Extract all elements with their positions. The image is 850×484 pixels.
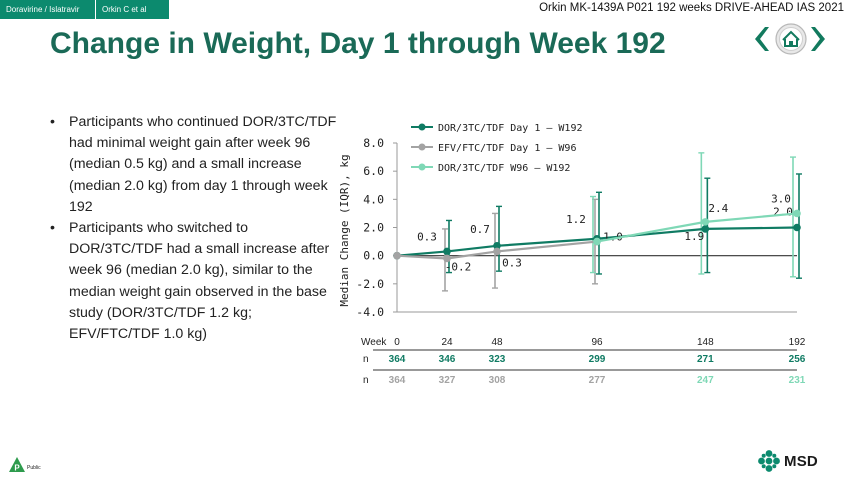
data-point [701, 218, 710, 226]
data-point [443, 247, 451, 256]
public-classification-icon: P [9, 457, 25, 473]
n-value: 247 [697, 375, 714, 386]
home-icon[interactable] [775, 23, 807, 55]
n-value: 327 [439, 375, 456, 386]
data-point [493, 247, 501, 256]
data-label: 1.9 [684, 230, 704, 243]
data-label: 2.0 [773, 206, 793, 219]
brand-name: MSD [784, 453, 818, 470]
n-value: 364 [389, 375, 406, 386]
legend-entry: DOR/3TC/TDF Day 1 – W192 [438, 123, 583, 134]
n-row-label: n [363, 354, 369, 365]
breadcrumb-author[interactable]: Orkin C et al [95, 0, 169, 19]
y-tick-label: 4.0 [363, 192, 384, 206]
y-axis-label: Median Change (IQR), kg [338, 154, 351, 306]
bullet-continued: Participants who continued DOR/3TC/TDF h… [50, 112, 340, 218]
data-point [793, 209, 801, 218]
legend-entry: DOR/3TC/TDF W96 – W192 [438, 163, 570, 174]
weight-change-chart: 8.0 6.0 4.0 2.0 0.0 -2.0 -4.0 Median Change (IQ… [338, 123, 806, 386]
week-row-label: Week [361, 337, 387, 348]
n-value: 364 [389, 354, 406, 365]
data-point [793, 223, 801, 232]
msd-emblem-icon [758, 450, 780, 472]
data-label: 2.4 [708, 202, 728, 215]
y-tick-label: -2.0 [356, 277, 384, 291]
y-tick-label: 0.0 [363, 249, 384, 263]
y-tick-label: 6.0 [363, 164, 384, 178]
x-tick-label: 0 [394, 337, 400, 348]
data-label: 3.0 [771, 192, 791, 205]
x-tick-label: 192 [789, 337, 806, 348]
x-tick-label: 96 [591, 337, 603, 348]
n-value: 299 [589, 354, 606, 365]
n-value: 231 [789, 375, 806, 386]
session-title: Orkin MK-1439A P021 192 weeks DRIVE-AHEA… [539, 2, 844, 14]
legend-swatch-marker [418, 143, 426, 151]
next-arrow-icon[interactable] [811, 27, 825, 51]
data-label: 1.2 [566, 213, 586, 226]
n-value: 323 [489, 354, 506, 365]
x-tick-label: 48 [491, 337, 503, 348]
page-title: Change in Weight, Day 1 through Week 192 [50, 27, 666, 60]
n-value: 277 [589, 375, 606, 386]
n-row-label: n [363, 375, 369, 386]
y-tick-label: 2.0 [363, 221, 384, 235]
x-tick-label: 148 [697, 337, 714, 348]
series-line [396, 240, 598, 260]
breadcrumb: Doravirine / Islatravir Orkin C et al [0, 0, 169, 19]
slide-navigation [755, 23, 825, 55]
x-tick-label: 24 [441, 337, 453, 348]
legend-entry: EFV/FTC/TDF Day 1 – W96 [438, 143, 576, 154]
n-value: 346 [439, 354, 456, 365]
previous-arrow-icon[interactable] [755, 27, 769, 51]
data-label: 0.3 [417, 230, 437, 243]
public-label: Public [27, 465, 41, 471]
bullet-list: Participants who continued DOR/3TC/TDF h… [50, 112, 340, 345]
data-label: 0.7 [470, 223, 490, 236]
data-label: -0.2 [445, 260, 472, 273]
y-tick-label: -4.0 [356, 305, 384, 319]
data-label: 0.3 [502, 256, 522, 269]
svg-text:P: P [14, 464, 20, 473]
bullet-switched: Participants who switched to DOR/3TC/TDF… [50, 218, 340, 345]
breadcrumb-drug[interactable]: Doravirine / Islatravir [0, 0, 95, 19]
legend-swatch-marker [418, 163, 426, 171]
msd-logo: MSD [757, 449, 847, 475]
legend-swatch-marker [418, 123, 426, 131]
data-point [593, 237, 601, 246]
n-value: 271 [697, 354, 714, 365]
data-point [493, 242, 501, 250]
data-point [701, 225, 710, 233]
series-line [396, 226, 798, 257]
n-value: 308 [489, 375, 506, 386]
data-point [393, 251, 401, 260]
y-tick-label: 8.0 [363, 136, 384, 150]
data-point [443, 254, 451, 263]
n-value: 256 [789, 354, 806, 365]
